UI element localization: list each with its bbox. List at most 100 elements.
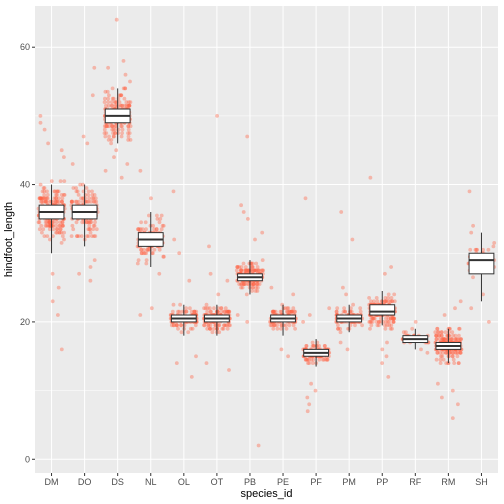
jitter-point-outlier [208, 271, 213, 276]
jitter-point-outlier [245, 134, 250, 139]
jitter-point-outlier [227, 368, 231, 372]
jitter-point [162, 254, 166, 259]
jitter-point [290, 309, 295, 314]
jitter-point [442, 337, 447, 341]
jitter-point [369, 320, 373, 324]
jitter-point [112, 100, 117, 104]
jitter-point-outlier [279, 347, 284, 352]
jitter-point-outlier [291, 292, 296, 297]
jitter-point-outlier [303, 196, 308, 201]
jitter-point [79, 196, 83, 201]
jitter-point [376, 320, 381, 324]
jitter-point [208, 306, 212, 311]
jitter-point [443, 337, 447, 341]
jitter-point [113, 127, 118, 132]
jitter-point [74, 186, 78, 190]
jitter-point [41, 196, 46, 201]
jitter-point [170, 309, 175, 314]
jitter-point [307, 361, 312, 365]
jitter-point [103, 89, 108, 94]
jitter-point-outlier [106, 65, 110, 70]
jitter-point [216, 306, 221, 311]
jitter-point [117, 100, 122, 104]
jitter-point [324, 357, 329, 362]
jitter-point [88, 220, 93, 225]
jitter-point [104, 124, 109, 129]
jitter-point [48, 199, 52, 204]
jitter-point [440, 337, 445, 341]
jitter-point [287, 323, 292, 328]
jitter-point [249, 265, 254, 269]
jitter-point [241, 282, 246, 286]
jitter-point [126, 124, 131, 129]
jitter-point [358, 306, 363, 311]
jitter-point [57, 223, 61, 228]
jitter-point [239, 268, 243, 273]
jitter-point [245, 282, 250, 286]
jitter-point [451, 357, 456, 362]
jitter-point [104, 103, 108, 108]
jitter-point [102, 124, 107, 129]
jitter-point [322, 344, 327, 348]
jitter-point-outlier [350, 237, 355, 242]
jitter-point [55, 189, 60, 194]
jitter-point [171, 323, 176, 328]
jitter-point [360, 323, 364, 328]
jitter-point-outlier [410, 326, 415, 331]
jitter-point [336, 326, 340, 331]
jitter-point [391, 320, 396, 324]
jitter-point [378, 320, 383, 324]
jitter-point [177, 309, 182, 314]
jitter-point-outlier [215, 114, 220, 118]
jitter-point [239, 265, 244, 269]
jitter-point [458, 350, 463, 355]
x-tick-label-ds: DS [111, 477, 124, 487]
jitter-point [38, 196, 43, 201]
jitter-point [386, 316, 391, 321]
jitter-point [449, 337, 453, 341]
jitter-point [271, 326, 276, 331]
jitter-point [246, 268, 251, 273]
jitter-point [176, 309, 180, 314]
jitter-point [260, 268, 265, 273]
jitter-point-outlier [383, 271, 387, 276]
jitter-point [40, 189, 45, 194]
jitter-point [304, 344, 309, 348]
jitter-point [139, 251, 144, 256]
jitter-point [253, 289, 258, 293]
jitter-point [71, 227, 76, 232]
jitter-point [256, 268, 261, 273]
jitter-point [42, 196, 47, 201]
jitter-point [106, 138, 111, 142]
jitter-point [236, 265, 240, 269]
jitter-point [222, 323, 226, 328]
jitter-point [292, 309, 297, 314]
jitter-point [45, 234, 50, 239]
jitter-point [252, 268, 257, 273]
jitter-point [245, 268, 250, 273]
jitter-point [439, 330, 444, 335]
jitter-point [126, 100, 131, 104]
jitter-point-outlier [487, 320, 491, 324]
jitter-point [143, 251, 147, 256]
jitter-point-outlier [114, 148, 119, 153]
jitter-point [157, 220, 162, 225]
jitter-point [110, 127, 115, 132]
jitter-point [60, 223, 65, 228]
jitter-point [289, 309, 293, 314]
jitter-point [105, 124, 110, 129]
x-tick-label-pf: PF [310, 477, 322, 487]
jitter-point [222, 323, 227, 328]
jitter-point [244, 292, 249, 297]
jitter-point [212, 326, 216, 331]
jitter-point [86, 227, 91, 232]
jitter-point [186, 330, 191, 335]
jitter-point [139, 247, 144, 252]
jitter-point [51, 220, 56, 225]
jitter-point [53, 189, 57, 194]
jitter-point [69, 199, 74, 204]
jitter-point [126, 103, 131, 108]
jitter-point [341, 309, 346, 314]
jitter-point-outlier [194, 354, 198, 359]
jitter-point [223, 309, 227, 314]
